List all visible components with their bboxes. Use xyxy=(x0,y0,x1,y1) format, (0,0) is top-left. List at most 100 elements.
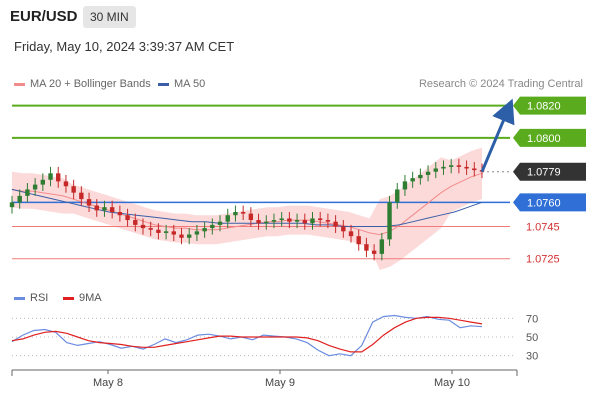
ma20-swatch xyxy=(14,82,25,86)
legend-ma20: MA 20 + Bollinger Bands xyxy=(14,78,151,90)
candle-body xyxy=(102,207,107,211)
rsi-ma-label: 9MA xyxy=(79,292,102,304)
candle-body xyxy=(56,173,61,182)
candle-body xyxy=(117,212,123,216)
top-bar: EUR/USD 30 MIN xyxy=(0,0,589,33)
candle-body xyxy=(63,181,69,187)
candle-body xyxy=(441,166,446,169)
candle-body xyxy=(171,231,177,235)
level-label-1.0725: 1.0725 xyxy=(526,254,560,266)
ma50-line xyxy=(11,188,483,227)
candle-body xyxy=(202,228,207,232)
level-tag-1.0760 xyxy=(513,193,586,212)
projection-arrow xyxy=(480,98,515,173)
rsi-series-RSI xyxy=(11,314,483,357)
rsi-tick-30: 30 xyxy=(526,351,538,363)
level-tag-1.0820 xyxy=(513,96,586,115)
ma50-swatch xyxy=(158,82,169,86)
candle-body xyxy=(109,207,115,212)
research-credit: Research © 2024 Trading Central xyxy=(418,78,583,90)
candle-body xyxy=(156,229,161,233)
candle-body xyxy=(148,228,153,230)
rsi-tick-70: 70 xyxy=(526,313,538,325)
level-label-1.0745: 1.0745 xyxy=(526,222,560,234)
level-label-1.0779: 1.0779 xyxy=(527,167,561,179)
candle-body xyxy=(341,226,346,232)
ma50-label: MA 50 xyxy=(174,78,206,90)
candle-body xyxy=(317,218,323,221)
candle-body xyxy=(418,174,423,179)
rsi-swatch xyxy=(14,296,25,300)
timeframe-chip[interactable]: 30 MIN xyxy=(83,6,136,28)
bollinger-band xyxy=(12,147,482,270)
candle-body xyxy=(464,166,469,169)
candle-body xyxy=(279,218,284,221)
candle-body xyxy=(271,220,277,222)
candle-body xyxy=(163,231,169,233)
rsi-legend-rsi: RSI xyxy=(14,292,48,304)
candle-body xyxy=(371,250,377,254)
candle-body xyxy=(364,244,369,251)
rsi-series-9MA xyxy=(11,316,483,353)
candle-body xyxy=(348,231,354,237)
candle-body xyxy=(9,202,15,208)
candle-body xyxy=(256,220,261,224)
candle-body xyxy=(356,236,361,245)
level-tag-1.0800 xyxy=(513,128,586,147)
level-label-1.0760: 1.0760 xyxy=(527,197,561,209)
candle-body xyxy=(310,218,315,224)
rsi-ma-swatch xyxy=(63,296,74,300)
candle-body xyxy=(287,218,292,222)
candle-body xyxy=(410,178,415,182)
candle-body xyxy=(17,195,22,203)
candle-body xyxy=(387,202,392,240)
rsi-tick-50: 50 xyxy=(526,332,538,344)
candle-body xyxy=(402,181,408,190)
candle-body xyxy=(48,173,53,180)
ma20-label: MA 20 + Bollinger Bands xyxy=(30,78,151,90)
candle-body xyxy=(86,199,92,206)
level-tag-1.0779 xyxy=(513,162,586,181)
candle-body xyxy=(333,221,338,227)
level-label-1.0820: 1.0820 xyxy=(527,101,561,113)
candle-body xyxy=(25,189,30,196)
candle-body xyxy=(294,220,300,222)
candle-body xyxy=(133,220,138,225)
x-tick-label-May-8: May 8 xyxy=(93,377,123,389)
candle-body xyxy=(194,231,200,235)
candle-body xyxy=(94,205,99,211)
candle-body xyxy=(379,239,385,254)
candle-body xyxy=(302,220,307,224)
candle-body xyxy=(40,179,46,185)
candle-body xyxy=(179,234,184,238)
timestamp: Friday, May 10, 2024 3:39:37 AM CET xyxy=(14,39,235,54)
candle-body xyxy=(217,221,223,225)
candle-body xyxy=(240,212,246,214)
candle-body xyxy=(233,212,238,216)
rsi-legend-ma: 9MA xyxy=(63,292,102,304)
x-tick-label-May-10: May 10 xyxy=(434,377,470,389)
candle-body xyxy=(79,192,84,200)
candle-body xyxy=(225,215,230,222)
symbol-title: EUR/USD xyxy=(10,8,78,25)
candle-body xyxy=(448,165,454,167)
candle-body xyxy=(425,171,431,175)
candle-body xyxy=(325,220,331,222)
candle-body xyxy=(210,224,215,229)
candle-body xyxy=(395,189,400,203)
x-tick-label-May-9: May 9 xyxy=(265,377,295,389)
candle-body xyxy=(456,165,462,167)
candle-body xyxy=(32,184,38,190)
candle-body xyxy=(472,168,477,171)
candle-body xyxy=(248,213,254,221)
candle-body xyxy=(264,221,269,224)
candle-body xyxy=(433,168,438,172)
candle-body xyxy=(125,215,130,221)
level-label-1.0800: 1.0800 xyxy=(527,133,561,145)
legend-ma50: MA 50 xyxy=(158,78,205,90)
candle-body xyxy=(71,186,76,193)
candle-body xyxy=(187,234,192,238)
rsi-label: RSI xyxy=(30,292,49,304)
candle-body xyxy=(140,224,146,229)
